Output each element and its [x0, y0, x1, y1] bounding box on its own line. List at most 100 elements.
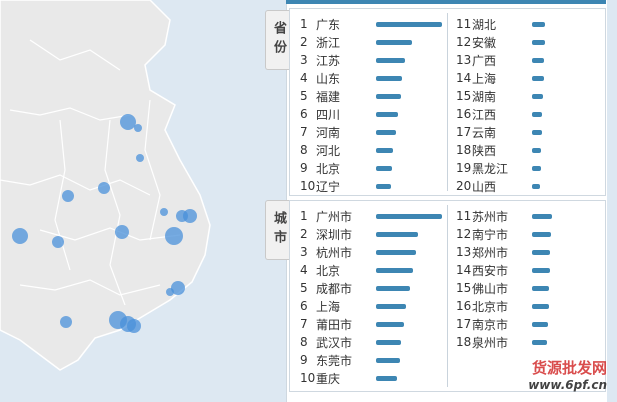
rank-number: 1: [300, 17, 308, 31]
ranking-row[interactable]: 12 南宁市: [456, 225, 552, 243]
ranking-row[interactable]: 10 辽宁: [300, 177, 442, 195]
ranking-row[interactable]: 20 山西: [456, 177, 545, 195]
region-dot[interactable]: [12, 228, 28, 244]
region-dot[interactable]: [120, 114, 136, 130]
tab-provinces-label: 省份: [271, 21, 286, 59]
rank-number: 17: [456, 125, 472, 139]
ranking-row[interactable]: 6 四川: [300, 105, 442, 123]
region-dot[interactable]: [134, 124, 142, 132]
ranking-row[interactable]: 16 江西: [456, 105, 545, 123]
ranking-row[interactable]: 7 河南: [300, 123, 442, 141]
ranking-row[interactable]: 9 东莞市: [300, 351, 442, 369]
ranking-row[interactable]: 3 杭州市: [300, 243, 442, 261]
region-name: 广西: [472, 53, 497, 68]
ranking-row[interactable]: 16 北京市: [456, 297, 552, 315]
region-name: 河南: [316, 125, 341, 140]
region-dot[interactable]: [166, 288, 174, 296]
ranking-row[interactable]: 1 广州市: [300, 207, 442, 225]
ranking-row[interactable]: 17 南京市: [456, 315, 552, 333]
ranking-row[interactable]: 8 武汉市: [300, 333, 442, 351]
region-name: 南宁市: [472, 227, 509, 242]
ranking-bar: [376, 165, 392, 171]
region-dot[interactable]: [127, 319, 141, 333]
rank-number: 14: [456, 263, 472, 277]
rank-number: 15: [456, 281, 472, 295]
ranking-row[interactable]: 11 湖北: [456, 15, 545, 33]
rank-number: 8: [300, 143, 308, 157]
region-name: 重庆: [316, 371, 341, 386]
region-name: 苏州市: [472, 209, 509, 224]
region-name: 山西: [472, 179, 497, 194]
region-name: 东莞市: [316, 353, 353, 368]
ranking-bar: [376, 267, 413, 273]
ranking-row[interactable]: 2 浙江: [300, 33, 442, 51]
region-dot[interactable]: [62, 190, 74, 202]
ranking-row[interactable]: 19 黑龙江: [456, 159, 545, 177]
ranking-bar: [532, 285, 549, 291]
region-name: 湖北: [472, 17, 497, 32]
ranking-row[interactable]: 17 云南: [456, 123, 545, 141]
province-divider: [447, 13, 448, 191]
city-column-right: 11 苏州市 12 南宁市 13 郑州市 14 西安市 15 佛山市 16 北京市 17 南京市 18 泉州市: [456, 207, 552, 351]
ranking-bar: [532, 303, 549, 309]
ranking-row[interactable]: 18 陕西: [456, 141, 545, 159]
rank-number: 4: [300, 263, 308, 277]
region-dot[interactable]: [171, 281, 185, 295]
region-dot[interactable]: [160, 208, 168, 216]
ranking-row[interactable]: 15 湖南: [456, 87, 545, 105]
ranking-row[interactable]: 5 福建: [300, 87, 442, 105]
ranking-row[interactable]: 14 上海: [456, 69, 545, 87]
ranking-bar: [532, 213, 552, 219]
ranking-row[interactable]: 8 河北: [300, 141, 442, 159]
region-dots: [12, 114, 197, 333]
region-name: 广州市: [316, 209, 353, 224]
tab-cities[interactable]: 城市: [265, 200, 290, 260]
ranking-row[interactable]: 4 山东: [300, 69, 442, 87]
ranking-row[interactable]: 11 苏州市: [456, 207, 552, 225]
region-name: 上海: [472, 71, 497, 86]
ranking-bar: [532, 39, 545, 45]
ranking-row[interactable]: 12 安徽: [456, 33, 545, 51]
ranking-row[interactable]: 9 北京: [300, 159, 442, 177]
region-name: 成都市: [316, 281, 353, 296]
ranking-bar: [532, 231, 551, 237]
rank-number: 19: [456, 161, 472, 175]
ranking-row[interactable]: 14 西安市: [456, 261, 552, 279]
ranking-row[interactable]: 18 泉州市: [456, 333, 552, 351]
region-dot[interactable]: [165, 227, 183, 245]
region-name: 江西: [472, 107, 497, 122]
province-column-left: 1 广东 2 浙江 3 江苏 4 山东 5 福建 6 四川 7 河南 8 河北 9 北京 10 辽宁: [300, 15, 442, 195]
ranking-row[interactable]: 13 郑州市: [456, 243, 552, 261]
city-divider: [447, 205, 448, 387]
rank-number: 13: [456, 245, 472, 259]
ranking-row[interactable]: 3 江苏: [300, 51, 442, 69]
ranking-row[interactable]: 4 北京: [300, 261, 442, 279]
rank-number: 6: [300, 299, 308, 313]
region-dot[interactable]: [52, 236, 64, 248]
ranking-bar: [376, 339, 401, 345]
region-dot[interactable]: [60, 316, 72, 328]
region-name: 南京市: [472, 317, 509, 332]
ranking-row[interactable]: 13 广西: [456, 51, 545, 69]
ranking-bar: [532, 21, 545, 27]
region-dot[interactable]: [98, 182, 110, 194]
ranking-bar: [376, 21, 442, 27]
ranking-row[interactable]: 15 佛山市: [456, 279, 552, 297]
ranking-bar: [376, 39, 412, 45]
ranking-row[interactable]: 1 广东: [300, 15, 442, 33]
panel-top-accent: [286, 0, 606, 4]
tab-provinces[interactable]: 省份: [265, 10, 290, 70]
ranking-bar: [376, 57, 405, 63]
region-dot[interactable]: [183, 209, 197, 223]
rank-number: 11: [456, 209, 472, 223]
region-dot[interactable]: [136, 154, 144, 162]
ranking-row[interactable]: 10 重庆: [300, 369, 442, 387]
region-name: 四川: [316, 107, 341, 122]
ranking-row[interactable]: 2 深圳市: [300, 225, 442, 243]
ranking-row[interactable]: 6 上海: [300, 297, 442, 315]
region-dot[interactable]: [115, 225, 129, 239]
ranking-row[interactable]: 5 成都市: [300, 279, 442, 297]
rank-number: 16: [456, 107, 472, 121]
ranking-row[interactable]: 7 莆田市: [300, 315, 442, 333]
rank-number: 16: [456, 299, 472, 313]
